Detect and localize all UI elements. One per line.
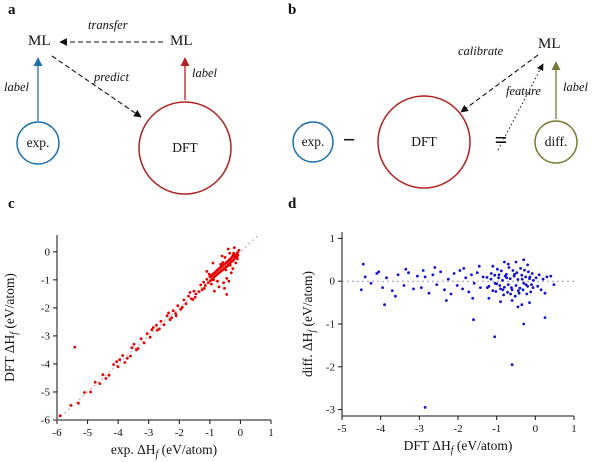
- calibrate-label: calibrate: [458, 44, 504, 58]
- ml-node-left-a: ML: [28, 33, 51, 49]
- svg-text:-5: -5: [337, 423, 347, 435]
- feature-arrow: [497, 63, 544, 151]
- exp-text-a: exp.: [26, 135, 50, 150]
- svg-text:-4: -4: [114, 427, 124, 439]
- diff-text-b: diff.: [544, 134, 568, 149]
- transfer-label: transfer: [88, 18, 128, 32]
- scatter-plot-d: -5 -4 -3 -2 -1 0 1 1 0 -1 -2 -3 DFT ΔHf (eV/atom) dif…: [300, 232, 577, 456]
- svg-text:-5: -5: [83, 427, 93, 439]
- panel-tag-b: b: [288, 2, 297, 18]
- ml-node-right-a: ML: [170, 33, 193, 49]
- tick-marks: [53, 251, 272, 424]
- svg-text:-5: -5: [41, 386, 51, 398]
- label-diff-text: label: [563, 80, 588, 94]
- svg-text:-1: -1: [205, 427, 214, 439]
- identity-line: [56, 234, 260, 421]
- panel-tag-a: a: [8, 2, 16, 18]
- panel-tag-d: d: [288, 196, 297, 212]
- svg-text:-3: -3: [326, 404, 336, 416]
- svg-text:0: 0: [45, 246, 51, 258]
- exp-circle-a: [16, 121, 60, 165]
- svg-text:-2: -2: [41, 302, 50, 314]
- minus-operator: −: [342, 126, 356, 152]
- svg-text:-3: -3: [41, 330, 51, 342]
- x-axis-label: exp. ΔHf (eV/atom): [111, 442, 217, 460]
- svg-text:0: 0: [330, 276, 336, 288]
- svg-text:1: 1: [571, 423, 577, 435]
- y-axis-label: diff. ΔHf (eV/atom): [300, 271, 318, 377]
- svg-text:-3: -3: [144, 427, 154, 439]
- tick-marks: [338, 237, 575, 420]
- svg-text:0: 0: [238, 427, 244, 439]
- svg-text:-6: -6: [52, 427, 62, 439]
- svg-text:1: 1: [268, 427, 274, 439]
- svg-text:-1: -1: [326, 319, 335, 331]
- x-axis-label: DFT ΔHf (eV/atom): [404, 438, 513, 456]
- tick-labels: -5 -4 -3 -2 -1 0 1 1 0 -1 -2 -3: [326, 233, 577, 435]
- dft-circle-b: [377, 95, 471, 189]
- svg-text:-2: -2: [175, 427, 184, 439]
- svg-text:-1: -1: [41, 274, 50, 286]
- y-axis-label: DFT ΔHf (eV/atom): [2, 273, 20, 382]
- axes: [341, 232, 574, 417]
- dft-text-a: DFT: [172, 140, 198, 155]
- feature-label: feature: [506, 84, 541, 98]
- label-dft-text: label: [192, 66, 217, 80]
- exp-circle-b: [292, 121, 334, 163]
- svg-text:-2: -2: [453, 423, 462, 435]
- diagram-layer: [16, 38, 578, 195]
- svg-text:-4: -4: [376, 423, 386, 435]
- equals-operator: =: [494, 126, 508, 152]
- svg-text:-1: -1: [492, 423, 501, 435]
- svg-text:1: 1: [330, 233, 336, 245]
- svg-text:-2: -2: [326, 361, 335, 373]
- exp-text-b: exp.: [301, 134, 325, 149]
- dft-text-b: DFT: [411, 134, 437, 149]
- svg-text:-3: -3: [415, 423, 425, 435]
- dft-circle-a: [138, 101, 232, 195]
- axes: [56, 235, 271, 421]
- svg-text:0: 0: [533, 423, 539, 435]
- predict-label: predict: [94, 70, 129, 84]
- tick-labels: -6 -5 -4 -3 -2 -1 0 1 0 -1 -2 -3 -4 -5 -6: [41, 246, 274, 439]
- diff-circle-b: [534, 120, 578, 164]
- ml-node-b: ML: [538, 36, 561, 52]
- panel-tag-c: c: [8, 196, 15, 212]
- points-layer: [359, 258, 556, 409]
- svg-text:-6: -6: [41, 415, 51, 427]
- svg-text:-4: -4: [41, 358, 51, 370]
- scatter-plot-c: -6 -5 -4 -3 -2 -1 0 1 0 -1 -2 -3 -4 -5 -6 exp. ΔHf (eV/…: [2, 234, 274, 460]
- predict-arrow: [51, 55, 142, 118]
- points-layer: [58, 246, 241, 418]
- label-exp-text: label: [4, 80, 29, 94]
